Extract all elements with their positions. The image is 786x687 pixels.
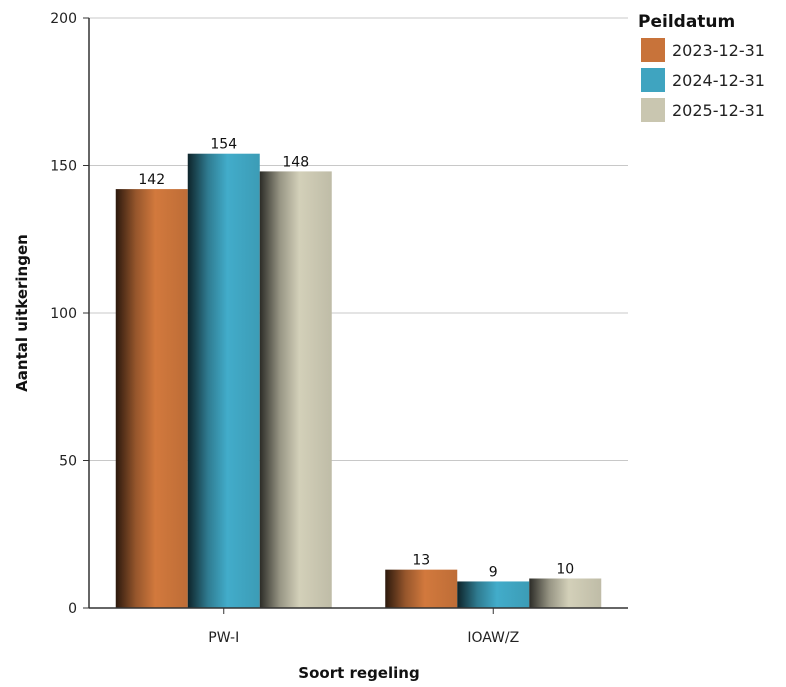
legend: Peildatum 2023-12-31 2024-12-31 2025-12-31: [638, 12, 765, 122]
y-tick-label: 50: [59, 454, 77, 470]
x-axis-title: Soort regeling: [298, 664, 419, 682]
bars: [115, 153, 602, 608]
bar: [115, 189, 188, 608]
bar: [259, 171, 332, 608]
data-label: 154: [210, 137, 237, 153]
bar: [187, 153, 260, 608]
y-tick-label: 200: [50, 11, 77, 27]
legend-swatch: [641, 98, 665, 122]
y-axis-title: Aantal uitkeringen: [13, 234, 31, 392]
legend-title: Peildatum: [638, 12, 735, 32]
y-tick-label: 0: [68, 601, 77, 617]
legend-swatch: [641, 38, 665, 62]
data-label: 148: [282, 154, 309, 170]
data-label: 142: [138, 172, 165, 188]
legend-swatch: [641, 68, 665, 92]
x-tick-label: PW-I: [208, 630, 239, 646]
bar: [457, 581, 530, 608]
axes: 0 50 100 150 200 PW-I IOAW/Z: [50, 11, 628, 646]
legend-label: 2025-12-31: [672, 101, 765, 120]
y-tick-label: 150: [50, 159, 77, 175]
data-labels: 142 154 148 13 9 10: [138, 137, 574, 581]
data-label: 10: [556, 562, 574, 578]
data-label: 13: [412, 553, 430, 569]
bar: [385, 569, 458, 608]
data-label: 9: [489, 564, 498, 580]
y-tick-label: 100: [50, 306, 77, 322]
bar: [529, 578, 602, 608]
x-tick-label: IOAW/Z: [467, 630, 519, 646]
legend-label: 2024-12-31: [672, 71, 765, 90]
legend-label: 2023-12-31: [672, 41, 765, 60]
